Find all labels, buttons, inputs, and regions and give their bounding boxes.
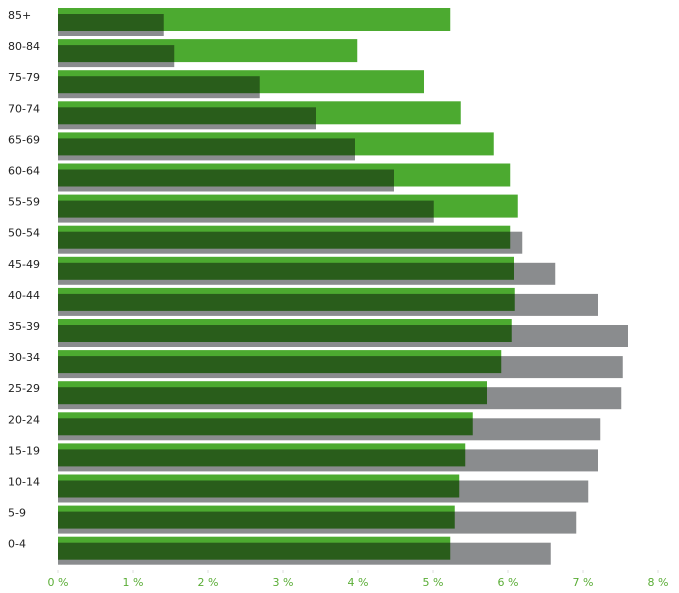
y-tick-label: 0-4 bbox=[8, 538, 26, 551]
bar bbox=[58, 481, 588, 503]
bar bbox=[58, 449, 598, 471]
x-tick-label: 6 % bbox=[498, 576, 519, 589]
x-tick-label: 3 % bbox=[273, 576, 294, 589]
bar bbox=[58, 76, 260, 98]
y-tick-label: 45-49 bbox=[8, 258, 40, 271]
bar bbox=[58, 14, 164, 36]
y-tick-label: 70-74 bbox=[8, 102, 40, 115]
y-tick-label: 10-14 bbox=[8, 476, 40, 489]
bar bbox=[58, 107, 316, 129]
bar bbox=[58, 263, 555, 285]
page: {"chart_data": {"type": "bar", "orientat… bbox=[0, 0, 679, 593]
y-tick-label: 25-29 bbox=[8, 382, 40, 395]
bar bbox=[58, 232, 522, 254]
x-tick-label: 2 % bbox=[198, 576, 219, 589]
y-tick-label: 80-84 bbox=[8, 40, 40, 53]
bar bbox=[58, 543, 551, 565]
y-tick-label: 60-64 bbox=[8, 165, 40, 178]
y-tick-label: 85+ bbox=[8, 9, 31, 22]
bar bbox=[58, 201, 434, 223]
y-tick-label: 20-24 bbox=[8, 413, 40, 426]
y-tick-label: 15-19 bbox=[8, 444, 40, 457]
y-tick-label: 65-69 bbox=[8, 133, 40, 146]
x-tick-label: 8 % bbox=[648, 576, 669, 589]
bar bbox=[58, 418, 600, 440]
bar bbox=[58, 512, 576, 534]
x-tick-label: 1 % bbox=[123, 576, 144, 589]
bar bbox=[58, 356, 623, 378]
bar bbox=[58, 138, 355, 160]
y-tick-label: 75-79 bbox=[8, 71, 40, 84]
x-tick-label: 5 % bbox=[423, 576, 444, 589]
y-tick-label: 40-44 bbox=[8, 289, 40, 302]
y-tick-label: 5-9 bbox=[8, 507, 26, 520]
x-tick-label: 7 % bbox=[573, 576, 594, 589]
y-tick-label: 35-39 bbox=[8, 320, 40, 333]
chart: 0 % 1 % 2 % 3 % 4 % 5 % 6 % 7 % 8 % 85+ 80-84 75-79… bbox=[0, 0, 679, 593]
bar bbox=[58, 387, 621, 409]
bar bbox=[58, 170, 394, 192]
y-tick-label: 30-34 bbox=[8, 351, 40, 364]
x-tick-label: 4 % bbox=[348, 576, 369, 589]
y-tick-label: 55-59 bbox=[8, 196, 40, 209]
x-tick-label: 0 % bbox=[48, 576, 69, 589]
bar bbox=[58, 294, 598, 316]
y-tick-label: 50-54 bbox=[8, 227, 40, 240]
bar bbox=[58, 45, 174, 67]
bar bbox=[58, 325, 628, 347]
